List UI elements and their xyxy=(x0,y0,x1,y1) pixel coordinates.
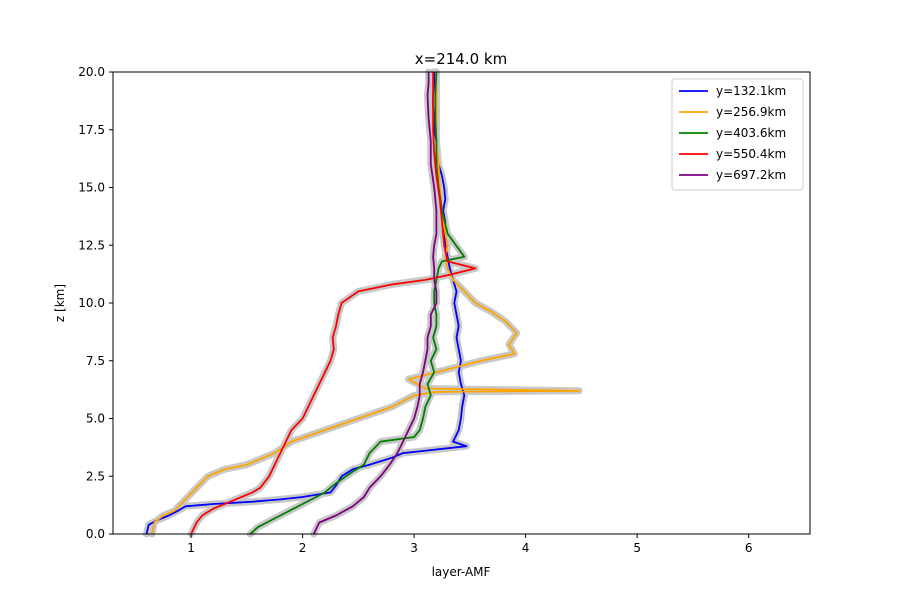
legend-label-0: y=132.1km xyxy=(716,84,786,98)
y-tick-label: 2.5 xyxy=(86,469,105,483)
series-line-4 xyxy=(312,72,438,535)
y-tick-label: 10.0 xyxy=(78,296,105,310)
x-tick-label: 3 xyxy=(410,541,418,555)
x-axis-label: layer-AMF xyxy=(432,565,491,579)
legend: y=132.1km y=256.9km y=403.6km y=550.4km y=69… xyxy=(671,78,804,191)
y-axis-label: z [km] xyxy=(53,284,67,322)
x-tick-label: 1 xyxy=(187,541,195,555)
legend-label-4: y=697.2km xyxy=(716,168,786,182)
y-tick-label: 12.5 xyxy=(78,238,105,252)
chart-title: x=214.0 km xyxy=(415,50,507,68)
x-tick-label: 4 xyxy=(522,541,530,555)
legend-label-3: y=550.4km xyxy=(716,147,786,161)
y-tick-label: 7.5 xyxy=(86,354,105,368)
series-line-1 xyxy=(151,72,581,535)
series-lines xyxy=(145,71,581,535)
series-line-0 xyxy=(145,72,468,535)
y-tick-label: 17.5 xyxy=(78,123,105,137)
y-tick-label: 5.0 xyxy=(86,412,105,426)
y-axis: 0.0 2.5 5.0 7.5 10.0 12.5 15.0 17.5 20.0 xyxy=(78,65,113,541)
x-axis: 1 2 3 4 5 6 xyxy=(187,534,752,555)
series-line-3 xyxy=(190,72,477,535)
legend-label-2: y=403.6km xyxy=(716,126,786,140)
x-tick-label: 6 xyxy=(745,541,753,555)
legend-box xyxy=(671,78,804,191)
y-tick-label: 20.0 xyxy=(78,65,105,79)
y-tick-label: 15.0 xyxy=(78,181,105,195)
uncertainty-band-0 xyxy=(143,68,470,538)
x-tick-label: 2 xyxy=(299,541,307,555)
x-tick-label: 5 xyxy=(633,541,641,555)
legend-label-1: y=256.9km xyxy=(716,105,786,119)
y-tick-label: 0.0 xyxy=(86,527,105,541)
